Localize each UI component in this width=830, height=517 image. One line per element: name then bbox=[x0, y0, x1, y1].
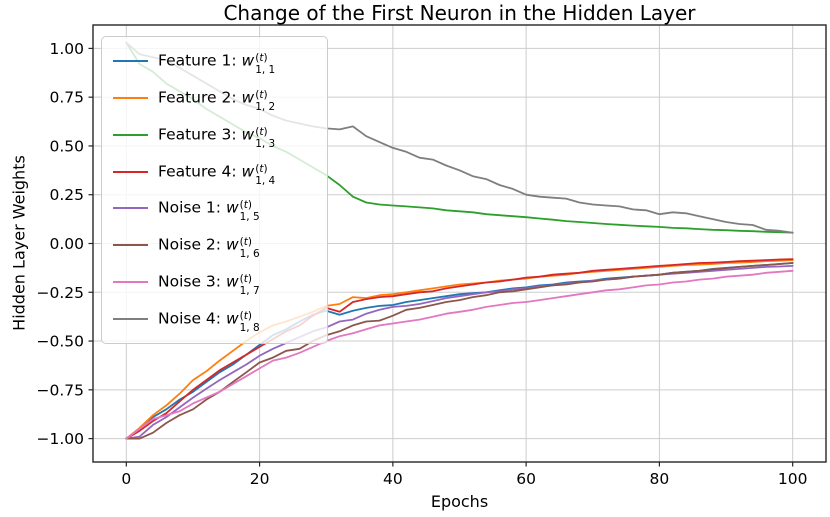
x-tick-label: 40 bbox=[383, 470, 403, 488]
series-line-noise-3 bbox=[125, 269, 794, 440]
x-tick-label: 80 bbox=[650, 470, 670, 488]
legend-label: Noise 1: w (t) 1, 5 bbox=[158, 198, 260, 224]
y-tick-label: 0.50 bbox=[49, 137, 84, 155]
legend-label: Noise 3: w (t) 1, 7 bbox=[158, 272, 260, 297]
x-tick-label: 100 bbox=[778, 470, 808, 488]
legend-item-noise-1: Noise 1: w (t) 1, 5 bbox=[113, 196, 327, 224]
y-tick-label: −0.75 bbox=[37, 381, 85, 399]
legend-item-feature-3: Feature 3: w (t) 1, 3 bbox=[113, 123, 327, 150]
legend-line-swatch bbox=[113, 244, 148, 247]
series-line-feature-4 bbox=[125, 258, 794, 440]
chart-title: Change of the First Neuron in the Hidden… bbox=[223, 1, 696, 25]
legend-line-swatch bbox=[113, 170, 148, 173]
legend: Feature 1: w (t) 1, 1 Feature 2: w (t) 1, 2 Fe… bbox=[101, 36, 328, 344]
y-tick-label: −1.00 bbox=[37, 430, 85, 448]
legend-line-swatch bbox=[113, 133, 148, 136]
legend-label: Feature 2: w (t) 1, 2 bbox=[158, 88, 276, 114]
series-line-noise-2 bbox=[125, 262, 794, 440]
x-tick-label: 0 bbox=[121, 470, 131, 488]
y-tick-label: 0.25 bbox=[49, 186, 84, 204]
legend-item-feature-4: Feature 4: w (t) 1, 4 bbox=[113, 160, 327, 187]
y-tick-label: −0.25 bbox=[37, 284, 85, 302]
legend-line-swatch bbox=[113, 207, 148, 210]
legend-line-swatch bbox=[113, 97, 148, 100]
legend-item-noise-4: Noise 4: w (t) 1, 8 bbox=[113, 307, 327, 334]
y-tick-label: 1.00 bbox=[49, 40, 84, 58]
legend-item-noise-3: Noise 3: w (t) 1, 7 bbox=[113, 270, 327, 297]
legend-item-feature-1: Feature 1: w (t) 1, 1 bbox=[113, 49, 327, 77]
legend-line-swatch bbox=[113, 60, 148, 63]
legend-label: Feature 1: w (t) 1, 1 bbox=[158, 51, 276, 77]
series-line-feature-2 bbox=[125, 259, 794, 440]
x-axis-label: Epochs bbox=[430, 492, 489, 511]
y-tick-label: 0.75 bbox=[49, 89, 84, 107]
legend-label: Feature 4: w (t) 1, 4 bbox=[158, 162, 276, 187]
y-tick-label: 0.00 bbox=[49, 235, 84, 253]
legend-item-noise-2: Noise 2: w (t) 1, 6 bbox=[113, 233, 327, 261]
legend-label: Noise 4: w (t) 1, 8 bbox=[158, 309, 260, 334]
y-tick-label: −0.50 bbox=[37, 333, 85, 351]
legend-label: Feature 3: w (t) 1, 3 bbox=[158, 125, 276, 150]
legend-label: Noise 2: w (t) 1, 6 bbox=[158, 235, 260, 261]
legend-line-swatch bbox=[113, 280, 148, 283]
series-line-noise-1 bbox=[125, 264, 794, 440]
legend-item-feature-2: Feature 2: w (t) 1, 2 bbox=[113, 86, 327, 114]
x-tick-label: 60 bbox=[516, 470, 536, 488]
x-tick-label: 20 bbox=[250, 470, 270, 488]
legend-line-swatch bbox=[113, 317, 148, 320]
